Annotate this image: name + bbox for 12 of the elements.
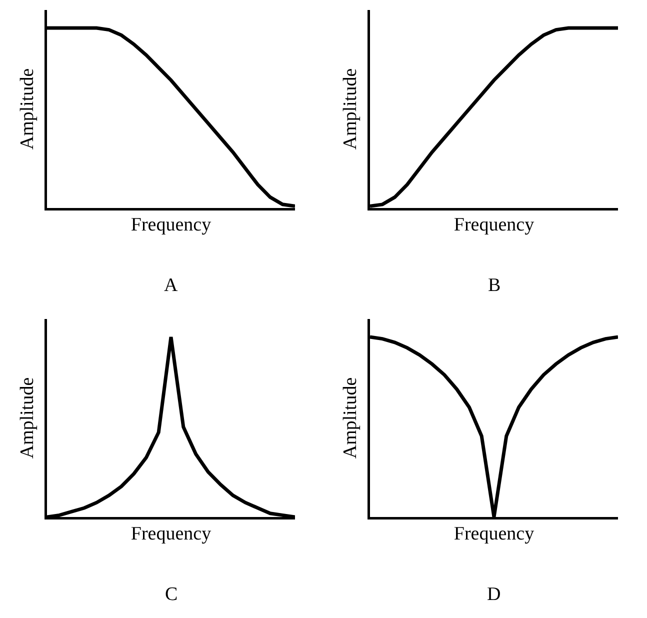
y-axis-title: Amplitude xyxy=(340,68,362,150)
y-axis-title: Amplitude xyxy=(17,377,38,459)
x-axis-title: Frequency xyxy=(130,524,212,545)
x-axis-title: Frequency xyxy=(454,214,535,236)
x-axis-title: Frequency xyxy=(454,524,535,545)
text: D xyxy=(487,584,501,605)
x-axis-title: Frequency xyxy=(130,214,212,236)
y-axis-title: Amplitude xyxy=(340,377,362,459)
text: B xyxy=(488,275,501,296)
text: A xyxy=(164,275,178,296)
y-axis-title: Amplitude xyxy=(17,68,38,150)
text: C xyxy=(165,584,178,605)
